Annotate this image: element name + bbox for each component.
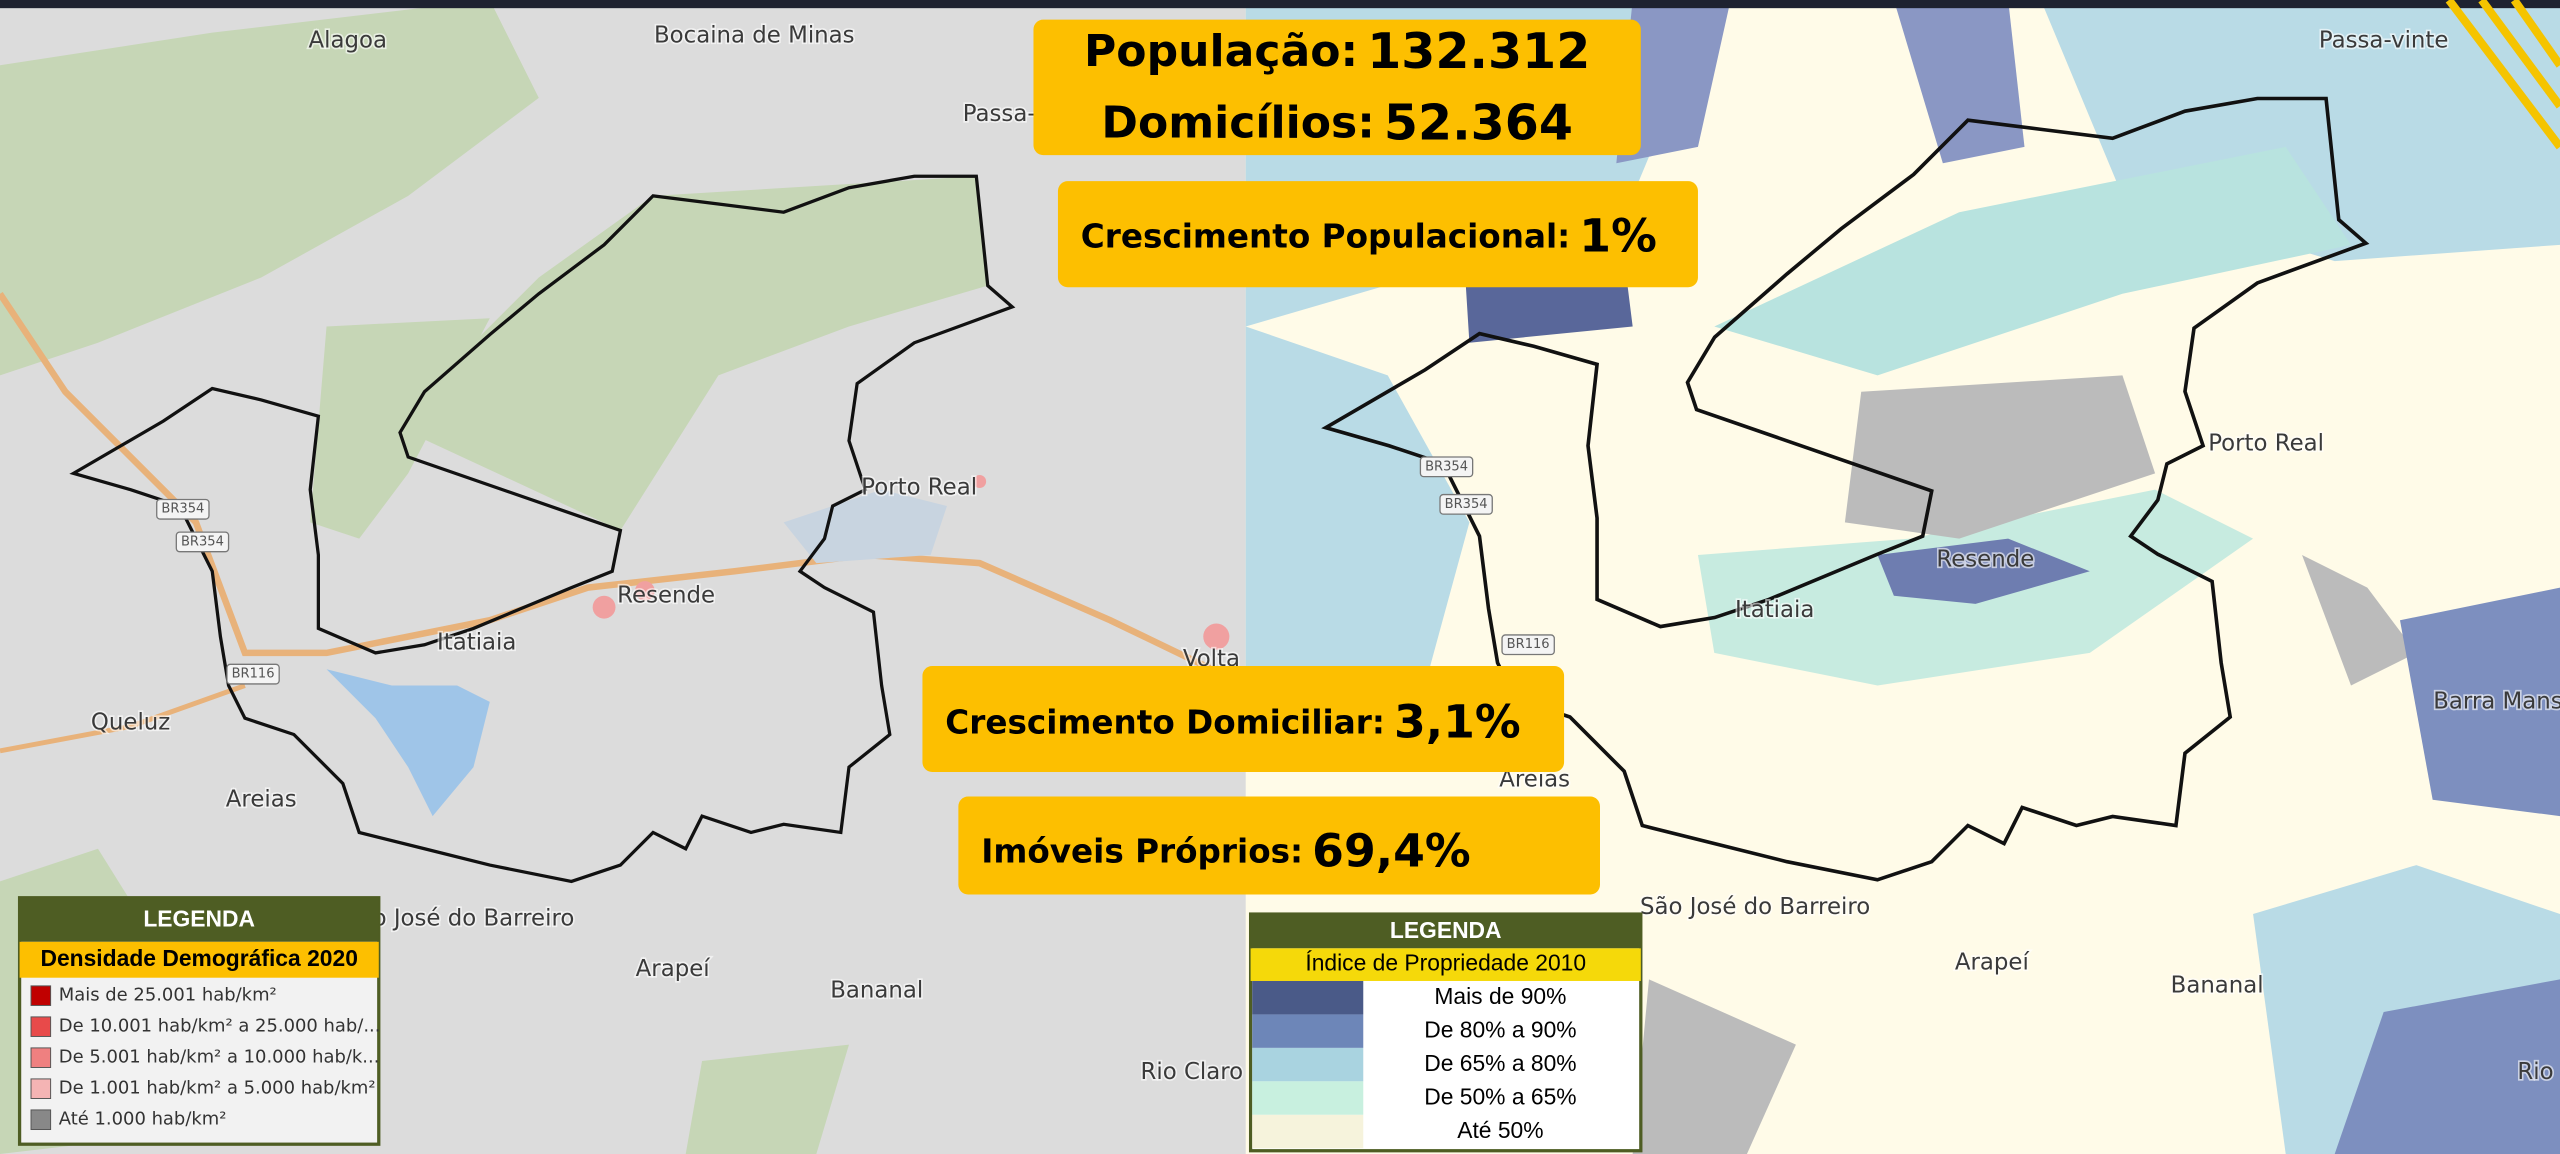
legend-item: Até 1.000 hab/km² xyxy=(59,1109,227,1130)
place-label: Itatiaia xyxy=(437,630,516,656)
place-label: Arapeí xyxy=(636,956,711,982)
place-label: Porto Real xyxy=(2208,430,2324,456)
stat-value: 52.364 xyxy=(1384,94,1573,151)
legend-subtitle: Índice de Propriedade 2010 xyxy=(1305,950,1586,976)
place-label: Resende xyxy=(617,582,715,608)
legend-subtitle: Densidade Demográfica 2020 xyxy=(40,945,357,971)
stat-text: Imóveis Próprios: 69,4% xyxy=(981,824,1470,877)
stat-value: 3,1% xyxy=(1394,695,1521,748)
legend-title: LEGENDA xyxy=(1390,917,1502,943)
stat-text: População: 132.312 xyxy=(1084,22,1590,79)
place-label: Rio Claro xyxy=(1141,1059,1244,1085)
stat-text: Crescimento Domiciliar: 3,1% xyxy=(945,695,1520,748)
stat-value: 69,4% xyxy=(1312,824,1471,877)
place-label: Resende xyxy=(1936,546,2034,572)
legend-item: De 65% a 80% xyxy=(1424,1050,1576,1076)
legend-swatch xyxy=(1252,1014,1363,1047)
road-label: BR354 xyxy=(1425,459,1468,474)
legend-swatch xyxy=(1252,1048,1363,1081)
legend-item: Até 50% xyxy=(1457,1117,1543,1143)
place-label: Bananal xyxy=(2171,972,2264,998)
stat-label: Crescimento Populacional: xyxy=(1081,217,1570,255)
road-label: BR354 xyxy=(161,502,204,517)
place-label: Passa-vinte xyxy=(2319,27,2449,53)
legend-swatch xyxy=(1252,1081,1363,1114)
place-label: Areias xyxy=(226,786,297,812)
legend-item: Mais de 25.001 hab/km² xyxy=(59,985,277,1006)
scene: Alagoa Bocaina de Minas Passa- Porto Real Re… xyxy=(0,0,2560,1154)
place-label: Bananal xyxy=(830,977,923,1003)
stat-label: Domicílios: xyxy=(1101,98,1374,149)
top-bar xyxy=(0,0,2560,8)
place-label: Alagoa xyxy=(309,27,387,53)
road-label: BR354 xyxy=(1445,497,1488,512)
place-label: Rio xyxy=(2517,1059,2553,1085)
legend-item: De 1.001 hab/km² a 5.000 hab/km² xyxy=(59,1078,376,1099)
legend-swatch xyxy=(31,1110,51,1130)
legend-title: LEGENDA xyxy=(143,906,255,932)
legend-swatch xyxy=(1252,1115,1363,1148)
place-label: São José do Barreiro xyxy=(1640,894,1870,920)
legend-item: De 5.001 hab/km² a 10.000 hab/k... xyxy=(59,1047,380,1068)
stat-text: Domicílios: 52.364 xyxy=(1101,94,1573,151)
place-label: o José do Barreiro xyxy=(373,905,575,931)
place-label: Barra Mans xyxy=(2433,688,2560,714)
stat-value: 1% xyxy=(1579,209,1657,262)
stat-label: População: xyxy=(1084,26,1358,77)
stat-value: 132.312 xyxy=(1367,22,1590,79)
place-label: Bocaina de Minas xyxy=(654,22,855,48)
place-label: Porto Real xyxy=(861,475,977,501)
legend-item: De 80% a 90% xyxy=(1424,1017,1576,1043)
place-label: Queluz xyxy=(91,710,170,736)
legend-item: De 50% a 65% xyxy=(1424,1084,1576,1110)
legend-swatch xyxy=(31,986,51,1006)
legend-swatch xyxy=(31,1048,51,1068)
legend-item: Mais de 90% xyxy=(1434,983,1566,1009)
legend-item: De 10.001 hab/km² a 25.000 hab/... xyxy=(59,1016,381,1037)
legend-swatch xyxy=(31,1017,51,1037)
place-label: Itatiaia xyxy=(1735,597,1814,623)
road-label: BR116 xyxy=(232,667,275,682)
stat-label: Crescimento Domiciliar: xyxy=(945,704,1385,742)
stat-label: Imóveis Próprios: xyxy=(981,833,1303,871)
page: Alagoa Bocaina de Minas Passa- Porto Real Re… xyxy=(0,0,2560,1154)
place-label: Arapeí xyxy=(1955,950,2030,976)
road-label: BR116 xyxy=(1507,637,1550,652)
place-label: Passa- xyxy=(963,101,1036,127)
legend-swatch xyxy=(1252,981,1363,1014)
legend-swatch xyxy=(31,1079,51,1099)
road-label: BR354 xyxy=(181,534,224,549)
